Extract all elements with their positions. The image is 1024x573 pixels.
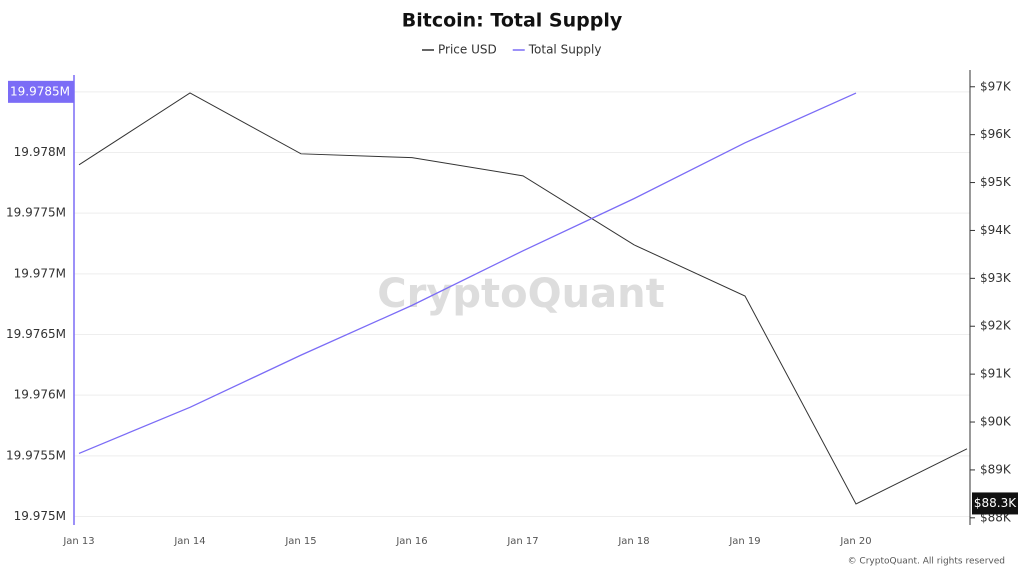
y-tick-label: 19.9785M: [10, 84, 70, 98]
x-tick-label: Jan 15: [284, 536, 316, 547]
credit: © CryptoQuant. All rights reserved: [848, 557, 1005, 567]
chart-title: Bitcoin: Total Supply: [402, 10, 623, 32]
legend-label: Price USD: [438, 43, 497, 57]
y2-tick-label: $95K: [980, 175, 1012, 189]
x-tick-label: Jan 17: [506, 536, 538, 547]
y2-tick-label: $92K: [980, 319, 1012, 333]
y2-tick-label: $97K: [980, 79, 1012, 93]
y-tick-label: 19.9775M: [6, 206, 66, 220]
legend-label: Total Supply: [528, 43, 602, 57]
y-tick-label: 19.975M: [14, 509, 66, 523]
y2-tick-label: $91K: [980, 367, 1012, 381]
series-line: [78, 92, 857, 455]
x-tick-label: Jan 19: [728, 536, 760, 547]
y2-tick-label: $94K: [980, 223, 1012, 237]
y2-tick-label: $93K: [980, 271, 1012, 285]
y-tick-label: 19.978M: [14, 145, 66, 159]
y2-tick-label: $90K: [980, 415, 1012, 429]
y2-tick-label: $89K: [980, 462, 1012, 476]
y-tick-label: 19.976M: [14, 388, 66, 402]
tick-highlight: [8, 80, 74, 103]
x-tick-label: Jan 13: [62, 536, 94, 547]
y-tick-label: 19.9755M: [6, 448, 66, 462]
x-tick-label: Jan 14: [173, 536, 205, 547]
y2-tick-label: $96K: [980, 127, 1012, 141]
x-tick-label: Jan 18: [617, 536, 649, 547]
watermark: CryptoQuant: [377, 271, 664, 317]
price-badge-label: $88.3K: [974, 496, 1017, 510]
x-tick-label: Jan 20: [839, 536, 871, 547]
y-tick-label: 19.9765M: [6, 327, 66, 341]
x-tick-label: Jan 16: [395, 536, 427, 547]
series-line: [78, 92, 968, 505]
price-badge: [972, 492, 1018, 515]
y-tick-label: 19.977M: [14, 266, 66, 280]
